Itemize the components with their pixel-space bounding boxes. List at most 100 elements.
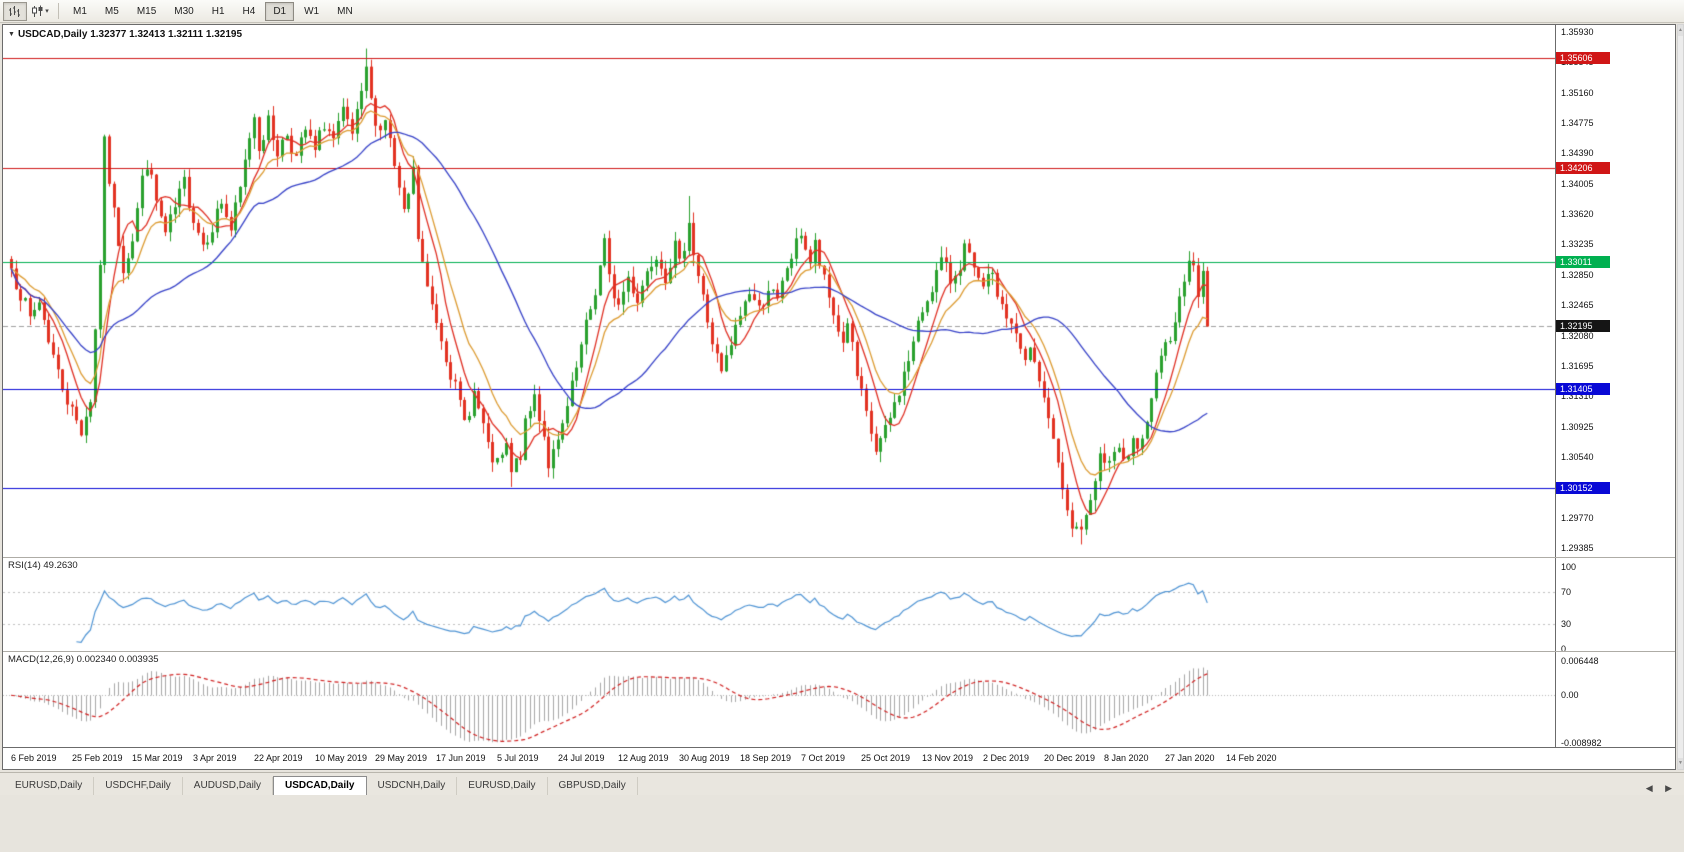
timeframe-button-group: M1 M5 M15 M30 H1 H4 D1 W1 MN bbox=[64, 1, 362, 21]
price-axis-tick: 1.30925 bbox=[1561, 421, 1594, 432]
current-price-badge: 1.32195 bbox=[1556, 320, 1610, 333]
price-axis-tick: 1.29385 bbox=[1561, 543, 1594, 553]
time-axis-label: 8 Jan 2020 bbox=[1104, 753, 1149, 763]
time-axis-label: 18 Sep 2019 bbox=[740, 753, 792, 763]
level-price-badge: 1.31405 bbox=[1556, 382, 1610, 395]
chart-window: ▼ USDCAD,Daily 1.32377 1.32413 1.32111 1.… bbox=[2, 24, 1676, 770]
rsi-axis-label: 100 bbox=[1561, 562, 1577, 572]
macd-signal-value: 0.003935 bbox=[118, 654, 159, 665]
level-price-badge: 1.30152 bbox=[1556, 481, 1610, 494]
tab-usdchf-daily[interactable]: USDCHF,Daily bbox=[94, 777, 183, 795]
time-axis[interactable]: 6 Feb 2019 25 Feb 2019 15 Mar 2019 3 Apr 20… bbox=[3, 747, 1675, 769]
time-axis-label: 5 Jul 2019 bbox=[497, 753, 539, 763]
macd-main-value: 0.002340 bbox=[76, 654, 117, 665]
time-axis-label: 6 Feb 2019 bbox=[11, 753, 57, 763]
rsi-axis-label: 0 bbox=[1561, 644, 1567, 654]
tab-eurusd-daily[interactable]: EURUSD,Daily bbox=[4, 777, 95, 795]
toolbar-separator bbox=[58, 3, 59, 19]
timeframe-mn-button[interactable]: MN bbox=[329, 2, 361, 21]
tab-usdcnh-daily[interactable]: USDCNH,Daily bbox=[367, 777, 458, 795]
one-click-trading-icon[interactable]: ▼ bbox=[8, 31, 15, 38]
time-axis-label: 3 Apr 2019 bbox=[193, 753, 237, 763]
level-price-badge: 1.35606 bbox=[1556, 51, 1610, 64]
price-chart-canvas[interactable] bbox=[3, 25, 1555, 557]
tab-gbpusd-daily[interactable]: GBPUSD,Daily bbox=[548, 777, 638, 795]
time-axis-label: 10 May 2019 bbox=[315, 753, 368, 763]
chart-type-dropdown-button[interactable]: ▾ bbox=[28, 2, 52, 21]
macd-label: MACD(12,26,9) 0.002340 0.003935 bbox=[8, 654, 159, 665]
timeframe-d1-button[interactable]: D1 bbox=[265, 2, 295, 21]
level-price-badge: 1.34206 bbox=[1556, 161, 1610, 174]
vertical-scrollbar[interactable]: ▲ ▼ bbox=[1677, 24, 1684, 770]
time-axis-label: 14 Feb 2020 bbox=[1226, 753, 1277, 763]
rsi-label: RSI(14) 49.2630 bbox=[8, 560, 78, 571]
rsi-value: 49.2630 bbox=[43, 560, 78, 571]
macd-name: MACD(12,26,9) bbox=[8, 654, 74, 665]
price-axis-tick: 1.33235 bbox=[1561, 239, 1594, 250]
timeframe-h1-button[interactable]: H1 bbox=[204, 2, 233, 21]
time-axis-label: 7 Oct 2019 bbox=[801, 753, 846, 763]
macd-axis-label: -0.008982 bbox=[1561, 738, 1602, 748]
timeframe-m15-button[interactable]: M15 bbox=[129, 2, 164, 21]
tab-eurusd-daily[interactable]: EURUSD,Daily bbox=[457, 777, 548, 795]
tab-usdcad-daily[interactable]: USDCAD,Daily bbox=[273, 776, 367, 796]
scroll-down-icon[interactable]: ▼ bbox=[1678, 758, 1683, 769]
timeframe-m1-button[interactable]: M1 bbox=[65, 2, 95, 21]
price-axis-tick: 1.34775 bbox=[1561, 118, 1594, 129]
bar-chart-icon bbox=[9, 5, 20, 17]
timeframes-toolbar: ▾ M1 M5 M15 M30 H1 H4 D1 W1 MN bbox=[0, 0, 1684, 23]
price-axis-tick: 1.31310 bbox=[1561, 391, 1594, 402]
macd-panel-splitter[interactable] bbox=[3, 651, 1675, 652]
price-axis-tick: 1.32465 bbox=[1561, 300, 1594, 311]
time-axis-label: 25 Feb 2019 bbox=[72, 753, 123, 763]
tabs-scroll-left-icon[interactable]: ◀ bbox=[1642, 782, 1657, 795]
time-axis-label: 22 Apr 2019 bbox=[254, 753, 303, 763]
chart-ohlc-values: 1.32377 1.32413 1.32111 1.32195 bbox=[90, 29, 243, 40]
price-axis-tick: 1.35160 bbox=[1561, 87, 1594, 98]
timeframe-w1-button[interactable]: W1 bbox=[296, 2, 327, 21]
rsi-axis-label: 30 bbox=[1561, 619, 1572, 630]
chart-tabs-bar: EURUSD,Daily USDCHF,Daily AUDUSD,Daily USDC… bbox=[0, 772, 1684, 796]
time-axis-label: 2 Dec 2019 bbox=[983, 753, 1030, 763]
dropdown-caret-icon: ▾ bbox=[45, 7, 49, 15]
chart-symbol-label: USDCAD,Daily bbox=[17, 29, 88, 40]
price-axis-tick: 1.30540 bbox=[1561, 451, 1594, 462]
price-axis-tick: 1.34390 bbox=[1561, 148, 1594, 159]
rsi-canvas[interactable] bbox=[3, 557, 1555, 651]
price-axis[interactable]: 1.359301.355451.351601.347751.343901.340… bbox=[1555, 25, 1675, 748]
candlestick-icon bbox=[32, 5, 43, 17]
price-axis-tick: 1.29770 bbox=[1561, 512, 1594, 523]
timeframe-m30-button[interactable]: M30 bbox=[166, 2, 201, 21]
chart-title: ▼ USDCAD,Daily 1.32377 1.32413 1.32111 1.… bbox=[8, 29, 242, 40]
macd-axis-label: 0.00 bbox=[1561, 690, 1579, 701]
rsi-name: RSI(14) bbox=[8, 560, 41, 571]
rsi-axis-label: 70 bbox=[1561, 586, 1572, 597]
time-axis-label: 25 Oct 2019 bbox=[861, 753, 911, 763]
time-axis-label: 13 Nov 2019 bbox=[922, 753, 974, 763]
chart-tabs-group: EURUSD,Daily USDCHF,Daily AUDUSD,Daily USDC… bbox=[4, 775, 638, 796]
price-axis-tick: 1.32080 bbox=[1561, 330, 1594, 341]
tabs-scroll-right-icon[interactable]: ▶ bbox=[1661, 782, 1676, 795]
time-axis-label: 24 Jul 2019 bbox=[558, 753, 605, 763]
time-axis-label: 15 Mar 2019 bbox=[132, 753, 183, 763]
time-axis-label: 17 Jun 2019 bbox=[436, 753, 486, 763]
price-axis-tick: 1.34005 bbox=[1561, 178, 1594, 189]
price-axis-tick: 1.35930 bbox=[1561, 27, 1594, 37]
time-axis-label: 12 Aug 2019 bbox=[618, 753, 669, 763]
time-axis-label: 27 Jan 2020 bbox=[1165, 753, 1215, 763]
time-axis-label: 29 May 2019 bbox=[375, 753, 428, 763]
rsi-panel-splitter[interactable] bbox=[3, 557, 1675, 558]
level-price-badge: 1.33011 bbox=[1556, 256, 1610, 269]
price-axis-tick: 1.33620 bbox=[1561, 209, 1594, 220]
bar-chart-button[interactable] bbox=[3, 1, 27, 21]
timeframe-m5-button[interactable]: M5 bbox=[97, 2, 127, 21]
status-area bbox=[0, 795, 1684, 852]
macd-axis-label: 0.006448 bbox=[1561, 656, 1599, 666]
macd-canvas[interactable] bbox=[3, 651, 1555, 747]
scroll-up-icon[interactable]: ▲ bbox=[1678, 25, 1683, 36]
price-axis-tick: 1.31695 bbox=[1561, 360, 1594, 371]
price-axis-tick: 1.32850 bbox=[1561, 269, 1594, 280]
timeframe-h4-button[interactable]: H4 bbox=[235, 2, 264, 21]
tab-audusd-daily[interactable]: AUDUSD,Daily bbox=[183, 777, 274, 795]
